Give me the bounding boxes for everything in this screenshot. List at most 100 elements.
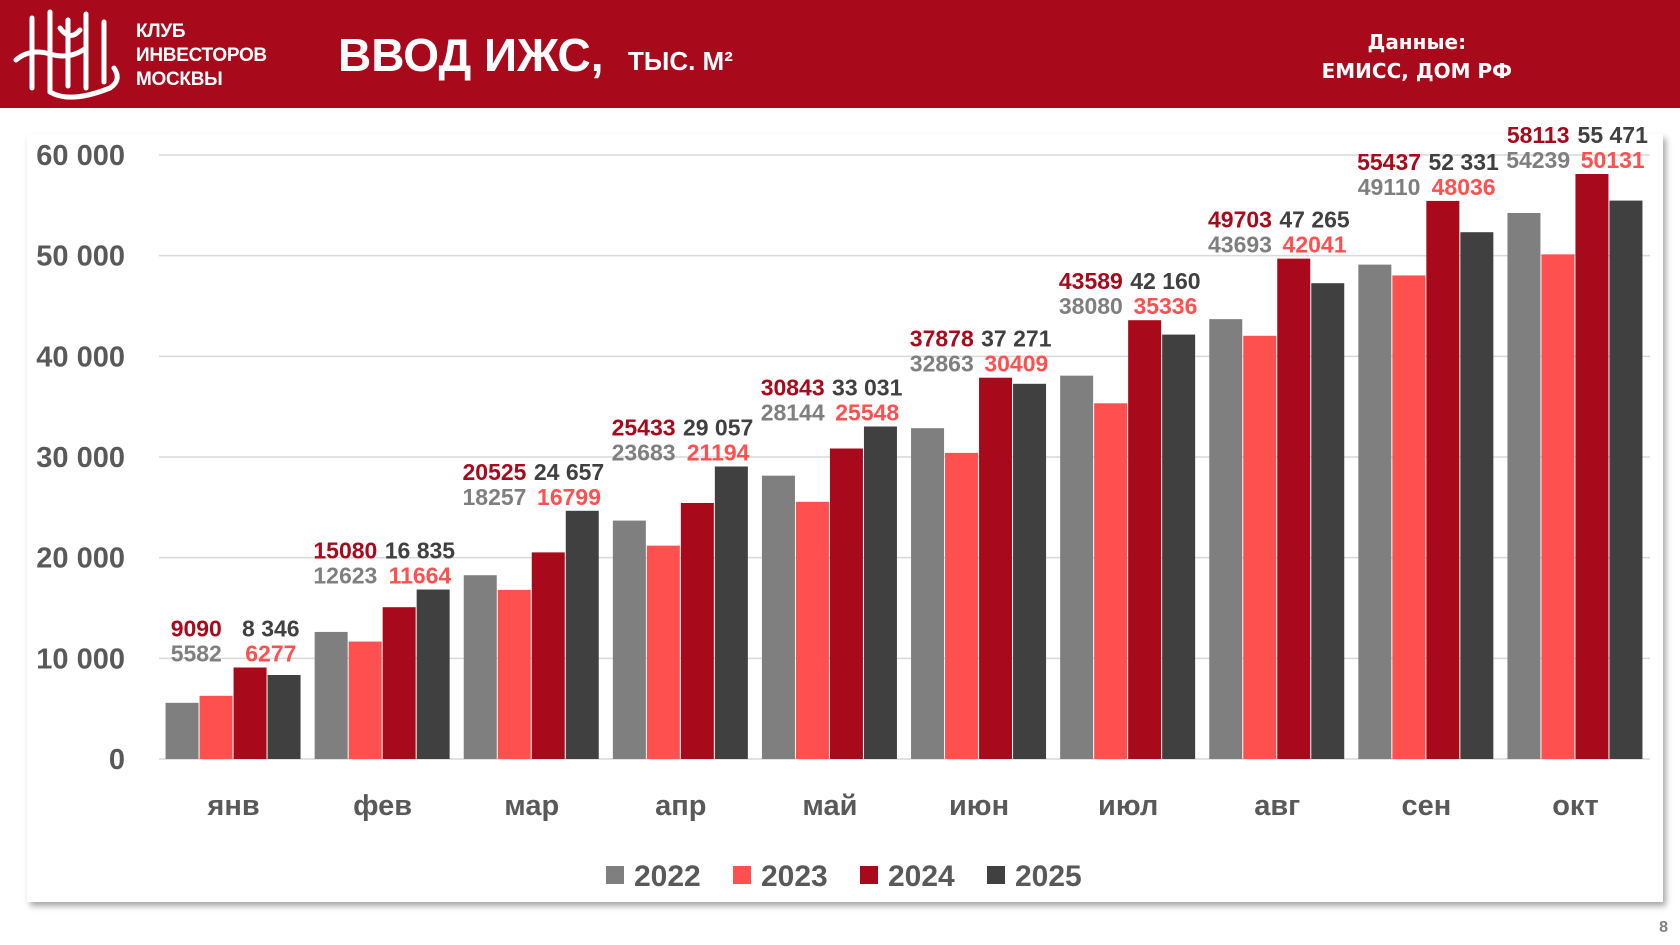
data-label: 16799 — [537, 484, 601, 510]
x-tick-label: авг — [1254, 790, 1300, 822]
bar-2022-мар — [463, 575, 497, 759]
bar-2025-май — [863, 426, 897, 759]
data-label: 24 657 — [534, 459, 604, 485]
bar-2025-окт — [1609, 200, 1643, 760]
legend-label: 2025 — [1015, 860, 1082, 893]
data-label: 42041 — [1283, 232, 1347, 258]
x-tick-label: окт — [1552, 790, 1598, 822]
bar-2023-июл — [1094, 403, 1128, 759]
bar-2024-апр — [680, 502, 714, 759]
data-label: 54239 — [1506, 147, 1570, 173]
source-value: ЕМИСС, ДОМ РФ — [1321, 59, 1512, 83]
data-label: 21194 — [687, 439, 750, 465]
y-tick-label: 50 000 — [36, 241, 125, 273]
data-label: 52 331 — [1428, 149, 1499, 175]
legend-label: 2023 — [761, 860, 828, 893]
bar-2023-фев — [348, 641, 382, 759]
bar-2022-июн — [911, 428, 945, 759]
y-tick-label: 40 000 — [36, 341, 125, 373]
bar-2023-май — [795, 501, 829, 759]
legend-swatch-2024 — [860, 866, 878, 884]
data-label: 11664 — [389, 563, 452, 589]
data-label: 20525 — [462, 459, 526, 485]
bar-2025-мар — [565, 510, 599, 759]
data-label: 35336 — [1133, 293, 1197, 319]
data-label: 25548 — [835, 399, 899, 425]
source-label: Данные: — [1367, 30, 1467, 54]
data-label: 58113 — [1507, 122, 1570, 148]
bar-2023-июн — [945, 452, 979, 759]
data-source: Данные: ЕМИСС, ДОМ РФ — [1322, 28, 1512, 86]
y-tick-label: 10 000 — [36, 643, 125, 675]
bar-2024-сен — [1426, 200, 1460, 759]
data-label: 37878 — [910, 326, 974, 352]
bar-2024-фев — [382, 607, 416, 759]
data-label: 29 057 — [683, 414, 753, 440]
data-label: 43589 — [1059, 268, 1123, 294]
x-tick-label: янв — [206, 790, 259, 822]
page-subtitle: ТЫС. М² — [628, 46, 733, 76]
data-label: 16 835 — [385, 538, 456, 564]
bar-2023-окт — [1541, 254, 1575, 759]
bar-2022-апр — [612, 520, 646, 759]
data-label: 23683 — [612, 439, 676, 465]
bar-2022-сен — [1358, 264, 1392, 759]
x-tick-label: мар — [504, 790, 559, 822]
page-title: ВВОД ИЖС, — [338, 29, 604, 81]
bar-2022-фев — [314, 631, 348, 759]
bar-2025-янв — [267, 674, 301, 759]
y-tick-label: 30 000 — [36, 442, 125, 474]
header-bar: КЛУБ ИНВЕСТОРОВ МОСКВЫ ВВОД ИЖС, ТЫС. М²… — [0, 0, 1680, 108]
data-label: 55437 — [1357, 149, 1421, 175]
data-label: 15080 — [313, 538, 377, 564]
data-label: 42 160 — [1130, 268, 1200, 294]
data-label: 43693 — [1208, 232, 1272, 258]
data-label: 30843 — [761, 374, 825, 400]
data-label: 6277 — [245, 640, 296, 666]
bar-2025-июн — [1013, 383, 1047, 759]
bar-2023-апр — [646, 545, 680, 759]
data-label: 50131 — [1581, 147, 1645, 173]
bar-2022-июл — [1060, 375, 1094, 759]
bar-2025-июл — [1162, 334, 1196, 759]
data-label: 48036 — [1432, 174, 1496, 200]
legend-swatch-2022 — [606, 866, 624, 884]
x-tick-label: апр — [655, 790, 706, 822]
bar-2024-май — [829, 448, 863, 759]
x-tick-label: июн — [949, 790, 1009, 822]
bar-2025-сен — [1460, 232, 1494, 759]
data-label: 32863 — [910, 351, 974, 377]
data-label: 9090 — [171, 615, 222, 641]
data-label: 37 271 — [981, 326, 1052, 352]
bar-2022-май — [761, 475, 795, 759]
club-line: КЛУБ — [136, 21, 186, 42]
data-label: 25433 — [612, 414, 676, 440]
club-line: ИНВЕСТОРОВ — [136, 45, 267, 66]
y-tick-label: 20 000 — [36, 543, 125, 575]
y-tick-label: 60 000 — [36, 140, 125, 172]
legend-swatch-2025 — [987, 866, 1005, 884]
bar-2024-окт — [1575, 173, 1609, 760]
data-label: 18257 — [462, 484, 526, 510]
bar-2023-сен — [1392, 275, 1426, 759]
club-line: МОСКВЫ — [136, 69, 223, 90]
club-name: КЛУБ ИНВЕСТОРОВ МОСКВЫ — [136, 20, 267, 92]
bar-2022-авг — [1209, 319, 1243, 759]
legend-label: 2024 — [888, 860, 955, 893]
bar-2025-фев — [416, 589, 450, 759]
bar-2025-апр — [714, 466, 748, 759]
data-label: 55 471 — [1578, 122, 1649, 148]
bar-2022-окт — [1507, 212, 1541, 759]
bar-2023-янв — [199, 695, 233, 759]
x-tick-label: фев — [353, 790, 412, 822]
data-label: 33 031 — [832, 374, 903, 400]
bar-2023-мар — [497, 589, 531, 759]
bar-2025-авг — [1311, 283, 1345, 759]
bar-2022-янв — [165, 702, 199, 759]
data-label: 49703 — [1208, 207, 1272, 233]
bar-2024-июн — [979, 377, 1013, 759]
club-logo-icon — [13, 9, 120, 100]
data-label: 5582 — [171, 640, 222, 666]
y-tick-label: 0 — [109, 744, 125, 776]
